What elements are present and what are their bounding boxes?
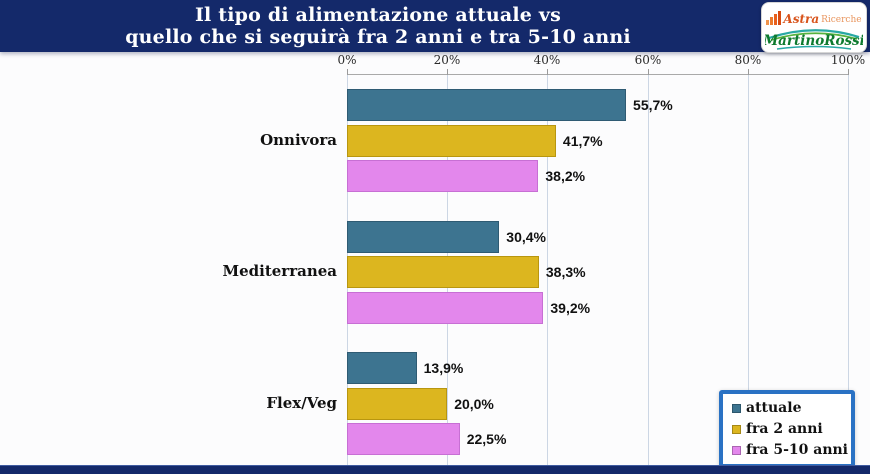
title-line-1: Il tipo di alimentazione attuale vs bbox=[194, 4, 562, 26]
value-label: 30,4% bbox=[506, 228, 546, 245]
x-axis-label: 100% bbox=[830, 53, 866, 67]
gridline bbox=[648, 75, 649, 466]
x-axis-tick bbox=[347, 69, 348, 75]
value-label: 39,2% bbox=[550, 299, 591, 316]
value-label: 41,7% bbox=[562, 132, 603, 149]
title-line-2: quello che si seguirà fra 2 anni e tra 5… bbox=[125, 26, 631, 48]
bar-attuale bbox=[347, 89, 627, 121]
plot-area: 0% 20% 40% 60% 80% 100% 55,7% 41,7% 38,2% 30,4% 38… bbox=[337, 53, 865, 467]
x-axis-label: 20% bbox=[433, 53, 461, 67]
legend-label: attuale bbox=[746, 400, 802, 416]
astra-ricerche-logo: Astra Ricerche bbox=[766, 7, 862, 26]
x-axis-tick bbox=[547, 69, 548, 75]
legend-label: fra 2 anni bbox=[746, 421, 823, 437]
x-axis-tick bbox=[748, 69, 749, 75]
legend-item: fra 2 anni bbox=[732, 421, 842, 437]
legend-swatch bbox=[732, 445, 741, 455]
martino-rossi-swoosh-icon: MartinoRossi bbox=[762, 28, 865, 50]
astra-logo-text: Astra bbox=[783, 11, 820, 26]
value-label: 38,2% bbox=[545, 168, 586, 184]
legend-swatch bbox=[732, 403, 741, 413]
x-axis-label: 80% bbox=[734, 53, 762, 67]
legend-item: attuale bbox=[732, 400, 842, 416]
bar-attuale bbox=[347, 352, 417, 384]
bar-attuale bbox=[347, 220, 500, 253]
bar-chart-icon bbox=[766, 10, 782, 25]
category-label: Mediterranea bbox=[222, 262, 338, 280]
legend-item: fra 5-10 anni bbox=[732, 442, 848, 458]
value-label: 20,0% bbox=[454, 395, 494, 412]
x-axis-tick bbox=[848, 69, 849, 75]
value-label: 38,3% bbox=[545, 264, 586, 280]
x-axis-tick bbox=[447, 69, 448, 75]
footer-strip bbox=[0, 465, 870, 474]
value-label: 13,9% bbox=[423, 360, 464, 376]
gridline bbox=[848, 75, 849, 466]
page-title: Il tipo di alimentazione attuale vs quel… bbox=[0, 0, 756, 52]
x-axis-label: 0% bbox=[337, 53, 357, 67]
martino-rossi-logo: MartinoRossi bbox=[762, 25, 865, 51]
bar-fra-5-10-anni bbox=[347, 160, 539, 192]
gridline bbox=[547, 75, 548, 466]
bar-fra-2-anni bbox=[347, 124, 556, 157]
logo-box: Astra Ricerche MartinoRossi bbox=[761, 2, 867, 53]
bar-fra-2-anni bbox=[347, 256, 539, 288]
category-label: Onnivora bbox=[260, 130, 337, 149]
legend-swatch bbox=[732, 424, 741, 434]
legend: attuale fra 2 anni fra 5-10 anni bbox=[719, 390, 855, 468]
header: Il tipo di alimentazione attuale vs quel… bbox=[0, 0, 870, 52]
value-label: 55,7% bbox=[633, 97, 673, 113]
ricerche-logo-text: Ricerche bbox=[821, 14, 862, 25]
category-label: Flex/Veg bbox=[266, 393, 337, 412]
legend-label: fra 5-10 anni bbox=[746, 442, 848, 458]
bar-fra-2-anni bbox=[347, 387, 448, 420]
martino-rossi-text: MartinoRossi bbox=[765, 33, 863, 49]
x-axis-label: 60% bbox=[634, 53, 662, 67]
bar-fra-5-10-anni bbox=[347, 291, 544, 324]
gridline bbox=[748, 75, 749, 466]
bar-fra-5-10-anni bbox=[347, 423, 460, 455]
x-axis-tick bbox=[648, 69, 649, 75]
x-axis-label: 40% bbox=[533, 53, 561, 67]
value-label: 22,5% bbox=[466, 431, 507, 447]
